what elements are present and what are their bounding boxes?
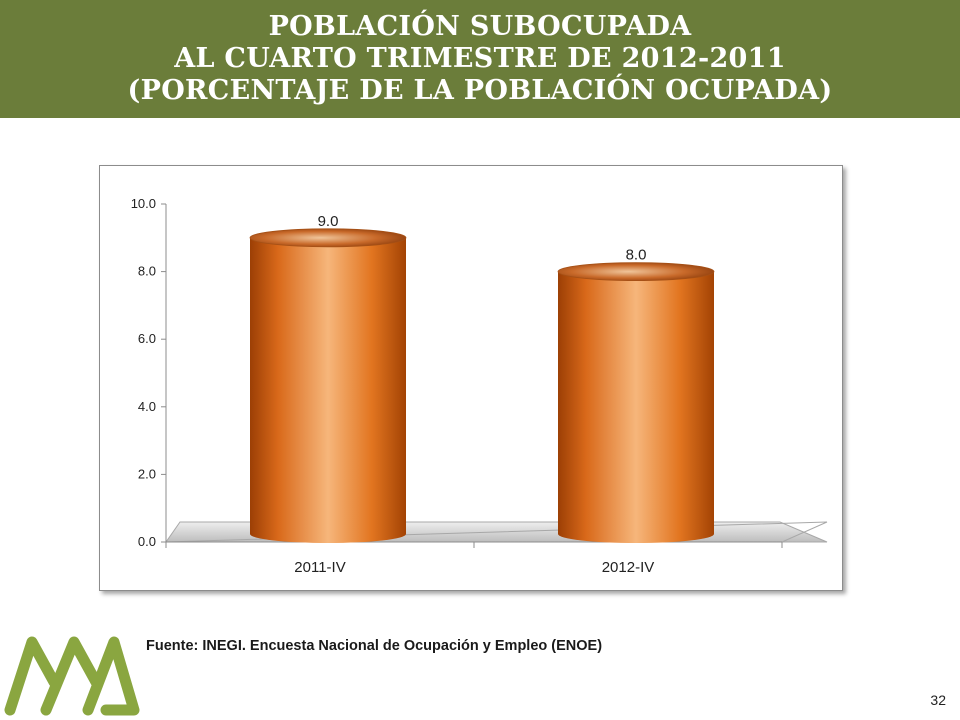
y-tick-label: 2.0 — [138, 466, 156, 481]
data-label: 9.0 — [318, 213, 339, 230]
triangles-logo-icon — [4, 636, 140, 716]
chart-frame: 0.0 2.0 4.0 6.0 8.0 10.0 9.0 2011-IV 8.0 2012-IV — [99, 165, 843, 591]
bar — [558, 271, 714, 543]
title-line-3: (PORCENTAJE DE LA POBLACIÓN OCUPADA) — [127, 75, 833, 106]
y-tick-label: 4.0 — [138, 399, 156, 414]
title-line-2: AL CUARTO TRIMESTRE DE 2012-2011 — [174, 43, 786, 74]
source-note: Fuente: INEGI. Encuesta Nacional de Ocup… — [146, 638, 603, 654]
page-number: 32 — [930, 692, 946, 708]
x-tick-label: 2012-IV — [602, 559, 655, 576]
y-tick-label: 6.0 — [138, 331, 156, 346]
data-label: 8.0 — [626, 247, 647, 264]
y-tick-label: 8.0 — [138, 264, 156, 279]
bar — [250, 237, 406, 543]
title-line-1: POBLACIÓN SUBOCUPADA — [268, 11, 692, 42]
x-tick-label: 2011-IV — [294, 559, 345, 576]
y-tick-label: 0.0 — [138, 534, 156, 549]
bar-top — [249, 228, 407, 248]
bar-chart: 0.0 2.0 4.0 6.0 8.0 10.0 9.0 2011-IV 8.0 2012-IV — [131, 196, 828, 576]
bar-top — [557, 262, 715, 281]
y-tick-label: 10.0 — [131, 196, 156, 211]
slide-header: POBLACIÓN SUBOCUPADA AL CUARTO TRIMESTRE… — [0, 0, 960, 118]
